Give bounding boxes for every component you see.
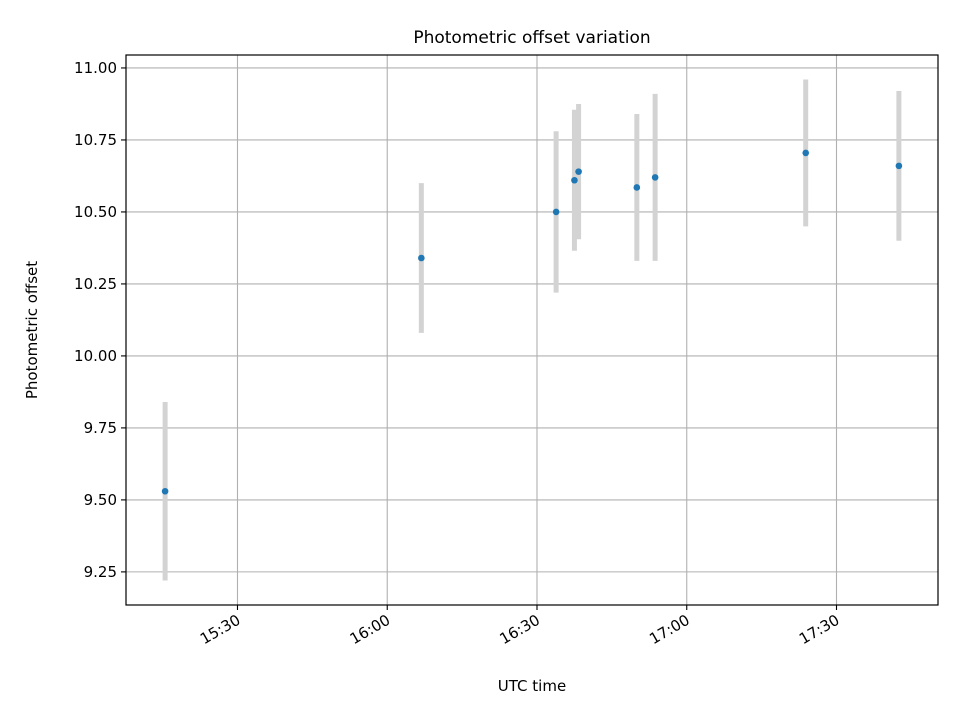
y-tick-label: 10.00: [74, 347, 117, 365]
grid: [126, 55, 938, 605]
y-tick-label: 9.25: [84, 563, 117, 581]
data-point: [802, 149, 810, 157]
y-axis-ticks: 9.25 9.50 9.75 10.00 10.25 10.50 10.75 11.00: [74, 59, 126, 581]
data-point: [161, 487, 169, 495]
data-point: [571, 176, 578, 184]
data-point: [633, 184, 641, 191]
chart-title: Photometric offset variation: [413, 28, 650, 48]
y-tick-label: 9.50: [84, 491, 117, 509]
y-axis-label: Photometric offset: [23, 261, 41, 399]
data-point: [575, 168, 582, 175]
plot-frame: [125, 54, 939, 606]
y-tick-label: 10.25: [74, 275, 117, 293]
y-tick-label: 10.75: [74, 131, 117, 149]
data-points: [161, 149, 903, 495]
y-tick-label: 11.00: [74, 59, 117, 77]
data-point: [552, 208, 560, 216]
data-point: [418, 254, 425, 262]
x-axis-label: UTC time: [498, 677, 566, 695]
data-point: [651, 174, 659, 181]
y-tick-label: 9.75: [84, 419, 117, 437]
y-tick-label: 10.50: [74, 203, 117, 221]
data-point: [895, 162, 903, 170]
